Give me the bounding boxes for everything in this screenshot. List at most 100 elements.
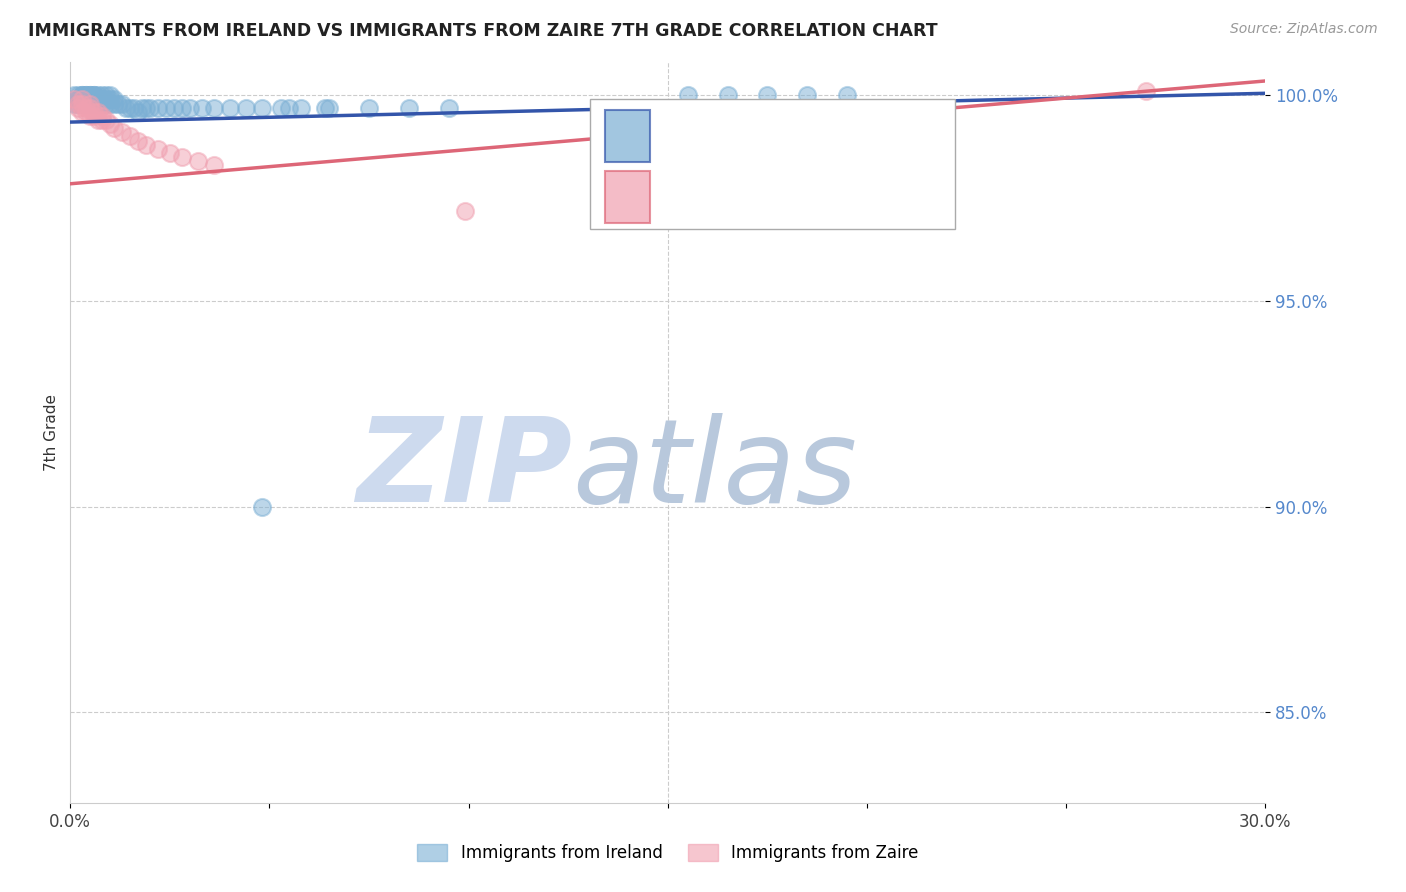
Point xyxy=(75,88,97,103)
Point xyxy=(103,121,125,136)
Point xyxy=(83,88,105,103)
Point xyxy=(278,101,301,115)
Point xyxy=(83,109,105,123)
Text: atlas: atlas xyxy=(572,413,858,526)
Point xyxy=(135,137,157,152)
Point xyxy=(96,113,117,128)
Point xyxy=(756,88,779,103)
Point xyxy=(91,113,114,128)
Point xyxy=(67,92,90,106)
Point xyxy=(796,88,818,103)
Point xyxy=(75,92,97,106)
Point xyxy=(98,92,121,106)
Point xyxy=(70,88,93,103)
Point xyxy=(67,92,90,106)
Point xyxy=(250,500,273,514)
FancyBboxPatch shape xyxy=(605,110,650,161)
Point xyxy=(83,88,105,103)
Point xyxy=(179,101,201,115)
Point xyxy=(290,101,312,115)
Point xyxy=(107,96,129,111)
Point xyxy=(96,88,117,103)
Point xyxy=(79,92,101,106)
Point xyxy=(98,96,121,111)
Point xyxy=(250,101,273,115)
Point xyxy=(91,92,114,106)
Point xyxy=(79,96,101,111)
Point xyxy=(91,96,114,111)
Text: R = 0.450   N = 31: R = 0.450 N = 31 xyxy=(664,187,865,206)
Point xyxy=(70,88,93,103)
Point xyxy=(75,101,97,115)
Point xyxy=(75,88,97,103)
Point xyxy=(83,88,105,103)
Point xyxy=(187,154,209,169)
Point xyxy=(191,101,214,115)
Point xyxy=(63,88,86,103)
Point xyxy=(170,150,193,164)
Point xyxy=(146,101,169,115)
Point xyxy=(67,96,90,111)
Point xyxy=(67,88,90,103)
Point xyxy=(75,104,97,119)
Point xyxy=(70,92,93,106)
Point xyxy=(70,96,93,111)
Text: IMMIGRANTS FROM IRELAND VS IMMIGRANTS FROM ZAIRE 7TH GRADE CORRELATION CHART: IMMIGRANTS FROM IRELAND VS IMMIGRANTS FR… xyxy=(28,22,938,40)
Point xyxy=(79,88,101,103)
Point xyxy=(79,109,101,123)
Point xyxy=(159,145,181,160)
Point xyxy=(63,92,86,106)
Legend: Immigrants from Ireland, Immigrants from Zaire: Immigrants from Ireland, Immigrants from… xyxy=(411,837,925,869)
Point xyxy=(79,88,101,103)
Point xyxy=(127,134,149,148)
Point xyxy=(70,92,93,106)
Point xyxy=(103,96,125,111)
Text: R = 0.201   N = 81: R = 0.201 N = 81 xyxy=(664,127,865,145)
Point xyxy=(70,88,93,103)
Point xyxy=(122,101,145,115)
Point xyxy=(75,92,97,106)
Point xyxy=(83,92,105,106)
Point xyxy=(131,101,153,115)
Point xyxy=(79,92,101,106)
Point xyxy=(120,129,141,144)
Point xyxy=(676,88,699,103)
Point xyxy=(79,96,101,111)
Point xyxy=(359,101,381,115)
Point xyxy=(103,92,125,106)
Point xyxy=(314,101,336,115)
Point xyxy=(218,101,240,115)
Point xyxy=(146,142,169,156)
Point xyxy=(170,101,193,115)
Point xyxy=(83,92,105,106)
Point xyxy=(67,96,90,111)
Point xyxy=(127,104,149,119)
Point xyxy=(398,101,420,115)
Point xyxy=(235,101,257,115)
Point xyxy=(717,88,740,103)
Point xyxy=(87,104,110,119)
Point xyxy=(87,92,110,106)
Point xyxy=(111,96,134,111)
Point xyxy=(63,96,86,111)
Point xyxy=(70,96,93,111)
Point xyxy=(79,88,101,103)
Point xyxy=(91,109,114,123)
Point xyxy=(202,158,225,172)
Point xyxy=(79,101,101,115)
Point xyxy=(163,101,186,115)
Point xyxy=(202,101,225,115)
Point xyxy=(437,101,460,115)
Point xyxy=(111,125,134,139)
Point xyxy=(1135,84,1157,98)
Point xyxy=(87,96,110,111)
Point xyxy=(87,92,110,106)
Point xyxy=(87,88,110,103)
Point xyxy=(75,88,97,103)
Point xyxy=(454,203,477,218)
Point xyxy=(135,101,157,115)
Point xyxy=(96,92,117,106)
Point xyxy=(70,92,93,106)
Point xyxy=(67,101,90,115)
Point xyxy=(83,104,105,119)
